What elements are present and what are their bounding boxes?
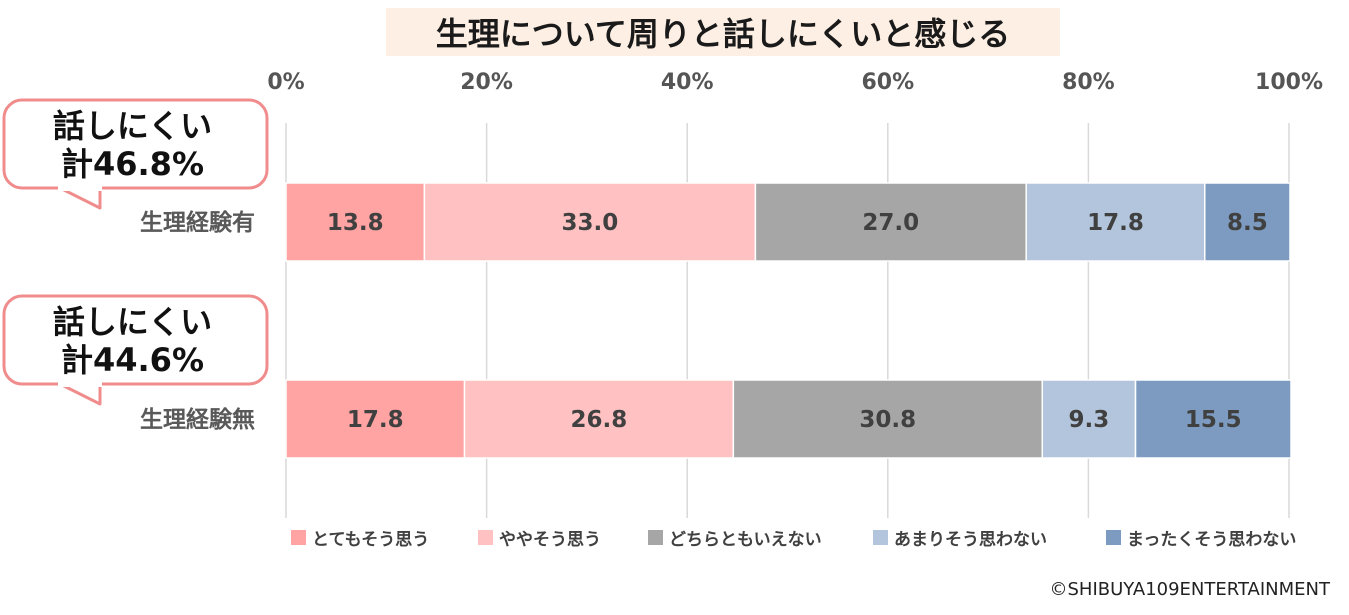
data-label: 33.0 (562, 210, 619, 236)
category-label: 生理経験有 (140, 209, 255, 236)
x-tick-label: 100% (1255, 70, 1323, 95)
x-axis-ticks: 0% 20% 40% 60% 80% 100% (267, 70, 1323, 95)
legend-label: どちらともいえない (669, 530, 822, 550)
chart-title: 生理について周りと話しにくいと感じる (436, 15, 1010, 53)
legend-swatch (648, 530, 663, 545)
bars (285, 182, 1292, 459)
data-label: 17.8 (347, 407, 404, 433)
data-label: 15.5 (1185, 407, 1242, 433)
callout-text: 計46.8% (61, 145, 204, 183)
data-label: 13.8 (327, 210, 384, 236)
legend: とてもそう思う ややそう思う どちらともいえない あまりそう思わない まったくそう思わな… (291, 530, 1296, 550)
legend-item: どちらともいえない (648, 530, 822, 550)
data-label: 26.8 (571, 407, 628, 433)
callout-text: 話しにくい (53, 107, 212, 145)
callout-box (2, 98, 269, 190)
callout-tail (59, 382, 102, 406)
legend-label: とてもそう思う (312, 530, 429, 550)
legend-item: とてもそう思う (291, 530, 429, 550)
bar-segment (463, 379, 735, 459)
legend-swatch (478, 530, 493, 545)
legend-item: あまりそう思わない (873, 530, 1047, 550)
callout-box (2, 294, 269, 386)
data-label: 9.3 (1069, 407, 1110, 433)
copyright-text: ©SHIBUYA109ENTERTAINMENT (1049, 579, 1331, 600)
bar-segment (732, 379, 1044, 459)
bar-segment (1203, 182, 1291, 262)
legend-item: まったくそう思わない (1106, 530, 1296, 550)
x-tick-label: 60% (861, 70, 914, 95)
bar-segment (1025, 182, 1206, 262)
data-label: 30.8 (859, 407, 916, 433)
bar-segment (1134, 379, 1292, 459)
callout-tail-mask (58, 381, 102, 387)
data-label: 8.5 (1227, 210, 1268, 236)
category-label: 生理経験無 (140, 406, 255, 433)
legend-swatch (1106, 530, 1121, 545)
data-label: 27.0 (862, 210, 919, 236)
legend-swatch (291, 530, 306, 545)
bar-segment (423, 182, 757, 262)
x-tick-label: 40% (661, 70, 714, 95)
callout-tail (59, 186, 102, 210)
callout-text: 計44.6% (61, 341, 204, 379)
data-label: 17.8 (1087, 210, 1144, 236)
legend-item: ややそう思う (478, 530, 601, 550)
bar-segment (285, 379, 466, 459)
legend-swatch (873, 530, 888, 545)
bar-segment (754, 182, 1027, 262)
x-tick-label: 0% (267, 70, 304, 95)
data-labels: 13.8 33.0 27.0 17.8 8.5 17.8 26.8 30.8 9.3 15.5 (327, 210, 1268, 433)
legend-label: あまりそう思わない (894, 530, 1047, 550)
bar-segment (1041, 379, 1137, 459)
legend-label: まったくそう思わない (1127, 530, 1296, 550)
title-highlight (386, 8, 1060, 56)
x-tick-label: 20% (460, 70, 513, 95)
x-tick-label: 80% (1062, 70, 1115, 95)
callout-tail-mask (58, 185, 102, 191)
legend-label: ややそう思う (499, 530, 601, 550)
callout-text: 話しにくい (53, 303, 212, 341)
